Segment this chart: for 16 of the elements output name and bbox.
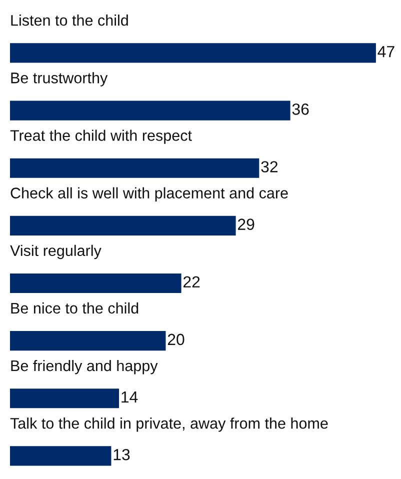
data-label: 20 bbox=[168, 334, 184, 346]
y-tick-label: Be friendly and happy bbox=[11, 360, 158, 374]
data-label: 22 bbox=[183, 276, 200, 288]
data-label: 29 bbox=[238, 218, 254, 230]
y-tick-label: Be nice to the child bbox=[11, 302, 138, 314]
y-tick-label: Talk to the child in private, away from the home bbox=[10, 418, 328, 432]
data-label: 47 bbox=[378, 46, 394, 58]
data-label: 14 bbox=[122, 392, 138, 403]
y-tick-label: Check all is well with placement and care bbox=[10, 187, 288, 202]
y-tick-label: Be trustworthy bbox=[11, 72, 108, 86]
y-tick-label: Visit regularly bbox=[10, 244, 102, 260]
data-label: 32 bbox=[261, 161, 278, 172]
data-label: 36 bbox=[292, 104, 309, 115]
y-tick-label: Treat the child with respect bbox=[10, 130, 192, 144]
data-label: 13 bbox=[114, 448, 130, 460]
y-tick-label: Listen to the child bbox=[11, 14, 128, 26]
